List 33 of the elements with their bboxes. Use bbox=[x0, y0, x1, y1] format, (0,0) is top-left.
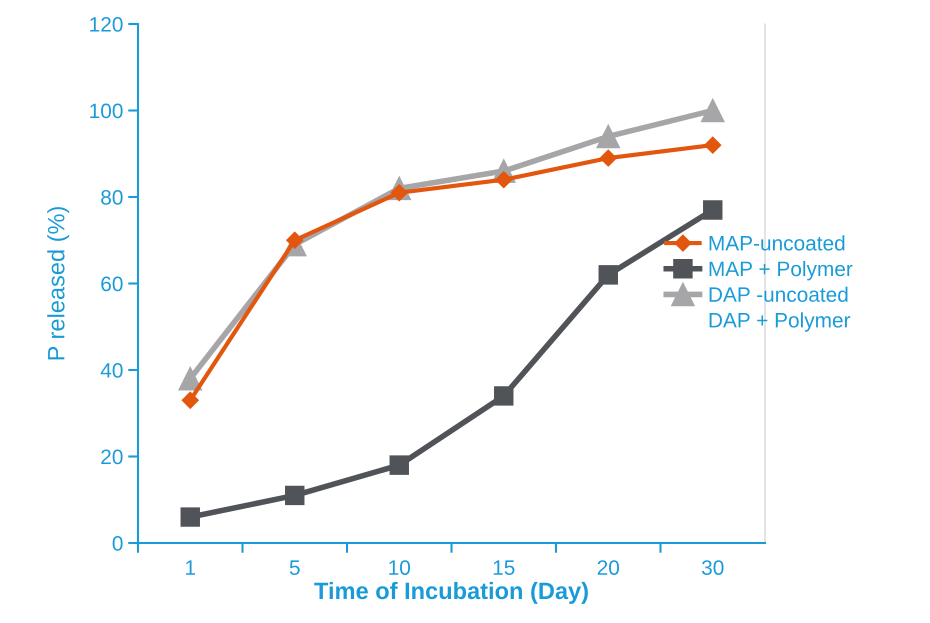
y-tick-label: 20 bbox=[101, 450, 123, 464]
point bbox=[704, 136, 722, 154]
x-tick-label: 15 bbox=[494, 560, 514, 575]
y-tick-label: 120 bbox=[90, 17, 123, 32]
x-tick-label: 5 bbox=[290, 560, 300, 575]
point bbox=[596, 124, 620, 148]
y-tick-label: 60 bbox=[101, 276, 123, 292]
x-tick-label: 20 bbox=[598, 560, 620, 575]
point bbox=[178, 366, 202, 390]
y-tick-label: 0 bbox=[112, 536, 123, 551]
x-tick-label: 30 bbox=[702, 560, 724, 575]
y-axis-title: P released (%) bbox=[47, 207, 70, 360]
point bbox=[182, 392, 199, 409]
x-tick-label: 1 bbox=[186, 560, 196, 575]
y-tick-label: 100 bbox=[90, 104, 123, 118]
point bbox=[598, 265, 618, 285]
point bbox=[494, 386, 514, 406]
point bbox=[390, 455, 409, 475]
point bbox=[286, 232, 304, 249]
legend-label: DAP -uncoated bbox=[710, 286, 848, 302]
x-axis-title: Time of Incubation (Day) bbox=[314, 582, 588, 604]
point bbox=[703, 200, 722, 220]
point bbox=[285, 486, 304, 506]
point bbox=[600, 150, 617, 167]
y-tick-label: 80 bbox=[101, 190, 123, 205]
y-tick-label: 40 bbox=[100, 363, 123, 378]
legend-label: MAP-uncoated bbox=[710, 235, 844, 251]
annotation: DAP + Polymer bbox=[710, 312, 850, 332]
point bbox=[700, 98, 725, 122]
point bbox=[495, 171, 512, 188]
legend-label: MAP + Polymer bbox=[710, 260, 852, 280]
x-tick-label: 10 bbox=[389, 560, 410, 575]
point bbox=[180, 507, 200, 527]
